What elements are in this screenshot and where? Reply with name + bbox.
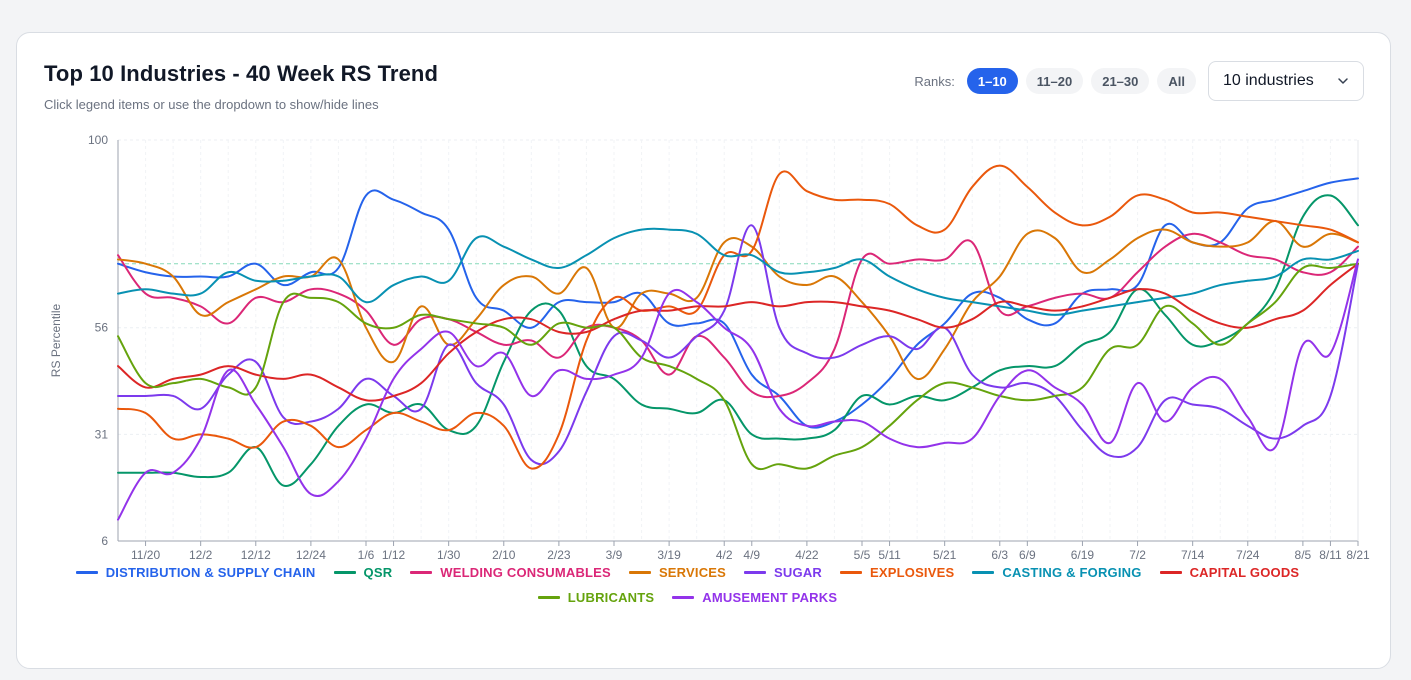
legend-item-qsr[interactable]: QSR <box>333 565 393 580</box>
legend-item-casting-forging[interactable]: CASTING & FORGING <box>972 565 1141 580</box>
x-tick-label: 4/2 <box>716 548 733 562</box>
legend-label: LUBRICANTS <box>567 590 655 605</box>
rank-button-all[interactable]: All <box>1157 68 1196 94</box>
series-line-lubricants <box>117 262 1359 471</box>
y-tick-label: 100 <box>88 133 108 147</box>
x-tick-label: 7/2 <box>1129 548 1146 562</box>
series-line-welding-consumables <box>117 232 1359 399</box>
x-tick-label: 8/5 <box>1295 548 1312 562</box>
industries-dropdown[interactable]: 10 industries <box>1208 61 1364 101</box>
legend-item-sugar[interactable]: SUGAR <box>744 565 822 580</box>
y-tick-label: 6 <box>101 534 108 548</box>
chart-title: Top 10 Industries - 40 Week RS Trend <box>44 61 439 86</box>
legend-item-welding-consumables[interactable]: WELDING CONSUMABLES <box>410 565 611 580</box>
legend-swatch <box>744 571 767 574</box>
chart-legend: DISTRIBUTION & SUPPLY CHAIN QSR WELDING CO… <box>60 565 1315 605</box>
chart-controls: Ranks: 1–10 11–20 21–30 All 10 industrie… <box>914 61 1364 101</box>
rank-button-11-20[interactable]: 11–20 <box>1025 68 1084 94</box>
x-tick-label: 6/3 <box>991 548 1008 562</box>
x-tick-label: 4/9 <box>743 548 760 562</box>
series-line-capital-goods <box>117 262 1359 402</box>
series-line-explosives <box>117 164 1359 470</box>
legend-swatch <box>333 571 356 574</box>
y-tick-label: 31 <box>95 427 109 441</box>
x-tick-label: 1/30 <box>437 548 461 562</box>
x-tick-label: 12/2 <box>189 548 213 562</box>
legend-swatch <box>840 571 862 574</box>
chevron-down-icon <box>1338 78 1348 84</box>
chart-card: Top 10 Industries - 40 Week RS Trend Cli… <box>16 32 1391 669</box>
x-tick-label: 3/19 <box>657 548 681 562</box>
legend-item-explosives[interactable]: EXPLOSIVES <box>840 565 954 580</box>
x-tick-label: 12/12 <box>241 548 271 562</box>
legend-swatch <box>75 571 98 574</box>
x-tick-label: 11/20 <box>131 548 160 562</box>
x-tick-label: 8/11 <box>1319 548 1342 562</box>
legend-label: SUGAR <box>774 565 822 580</box>
x-tick-label: 2/23 <box>547 548 571 562</box>
legend-swatch <box>628 571 651 574</box>
legend-label: CAPITAL GOODS <box>1189 565 1300 580</box>
x-tick-label: 5/5 <box>854 548 871 562</box>
x-tick-label: 5/11 <box>878 548 901 562</box>
legend-swatch <box>972 571 995 574</box>
x-tick-label: 8/21 <box>1346 548 1370 562</box>
legend-item-distribution-supply-chain[interactable]: DISTRIBUTION & SUPPLY CHAIN <box>75 565 316 580</box>
legend-swatch <box>672 596 695 599</box>
chart-subtitle: Click legend items or use the dropdown t… <box>44 97 379 112</box>
legend-label: AMUSEMENT PARKS <box>702 590 838 605</box>
series-line-sugar <box>117 224 1359 466</box>
legend-item-services[interactable]: SERVICES <box>628 565 727 580</box>
legend-label: DISTRIBUTION & SUPPLY CHAIN <box>105 565 316 580</box>
ranks-label: Ranks: <box>914 73 955 89</box>
series-line-casting-forging <box>117 227 1359 316</box>
legend-item-amusement-parks[interactable]: AMUSEMENT PARKS <box>672 590 837 605</box>
legend-label: SERVICES <box>658 565 727 580</box>
x-tick-label: 3/9 <box>606 548 623 562</box>
x-tick-label: 4/22 <box>795 548 819 562</box>
legend-label: EXPLOSIVES <box>870 565 955 580</box>
x-tick-label: 6/19 <box>1071 548 1095 562</box>
y-tick-label: 56 <box>95 321 109 335</box>
legend-swatch <box>410 571 433 574</box>
legend-label: QSR <box>363 565 393 580</box>
legend-swatch <box>1159 571 1182 574</box>
industries-dropdown-value: 10 industries <box>1223 72 1314 89</box>
x-tick-label: 6/9 <box>1019 548 1036 562</box>
y-axis-label: RS Percentile <box>49 303 63 377</box>
rank-button-1-10[interactable]: 1–10 <box>966 68 1018 94</box>
legend-item-capital-goods[interactable]: CAPITAL GOODS <box>1159 565 1300 580</box>
x-tick-label: 7/14 <box>1181 548 1205 562</box>
x-tick-label: 1/6 <box>358 548 375 562</box>
series-line-services <box>117 220 1359 380</box>
legend-swatch <box>537 596 560 599</box>
x-tick-label: 7/24 <box>1236 548 1260 562</box>
x-tick-label: 12/24 <box>296 548 326 562</box>
legend-label: CASTING & FORGING <box>1002 565 1142 580</box>
legend-label: WELDING CONSUMABLES <box>440 565 611 580</box>
x-tick-label: 5/21 <box>933 548 957 562</box>
series-line-amusement-parks <box>117 258 1359 521</box>
x-tick-label: 2/10 <box>492 548 516 562</box>
legend-item-lubricants[interactable]: LUBRICANTS <box>537 590 655 605</box>
x-tick-label: 1/12 <box>382 548 406 562</box>
rank-button-21-30[interactable]: 21–30 <box>1091 68 1150 94</box>
